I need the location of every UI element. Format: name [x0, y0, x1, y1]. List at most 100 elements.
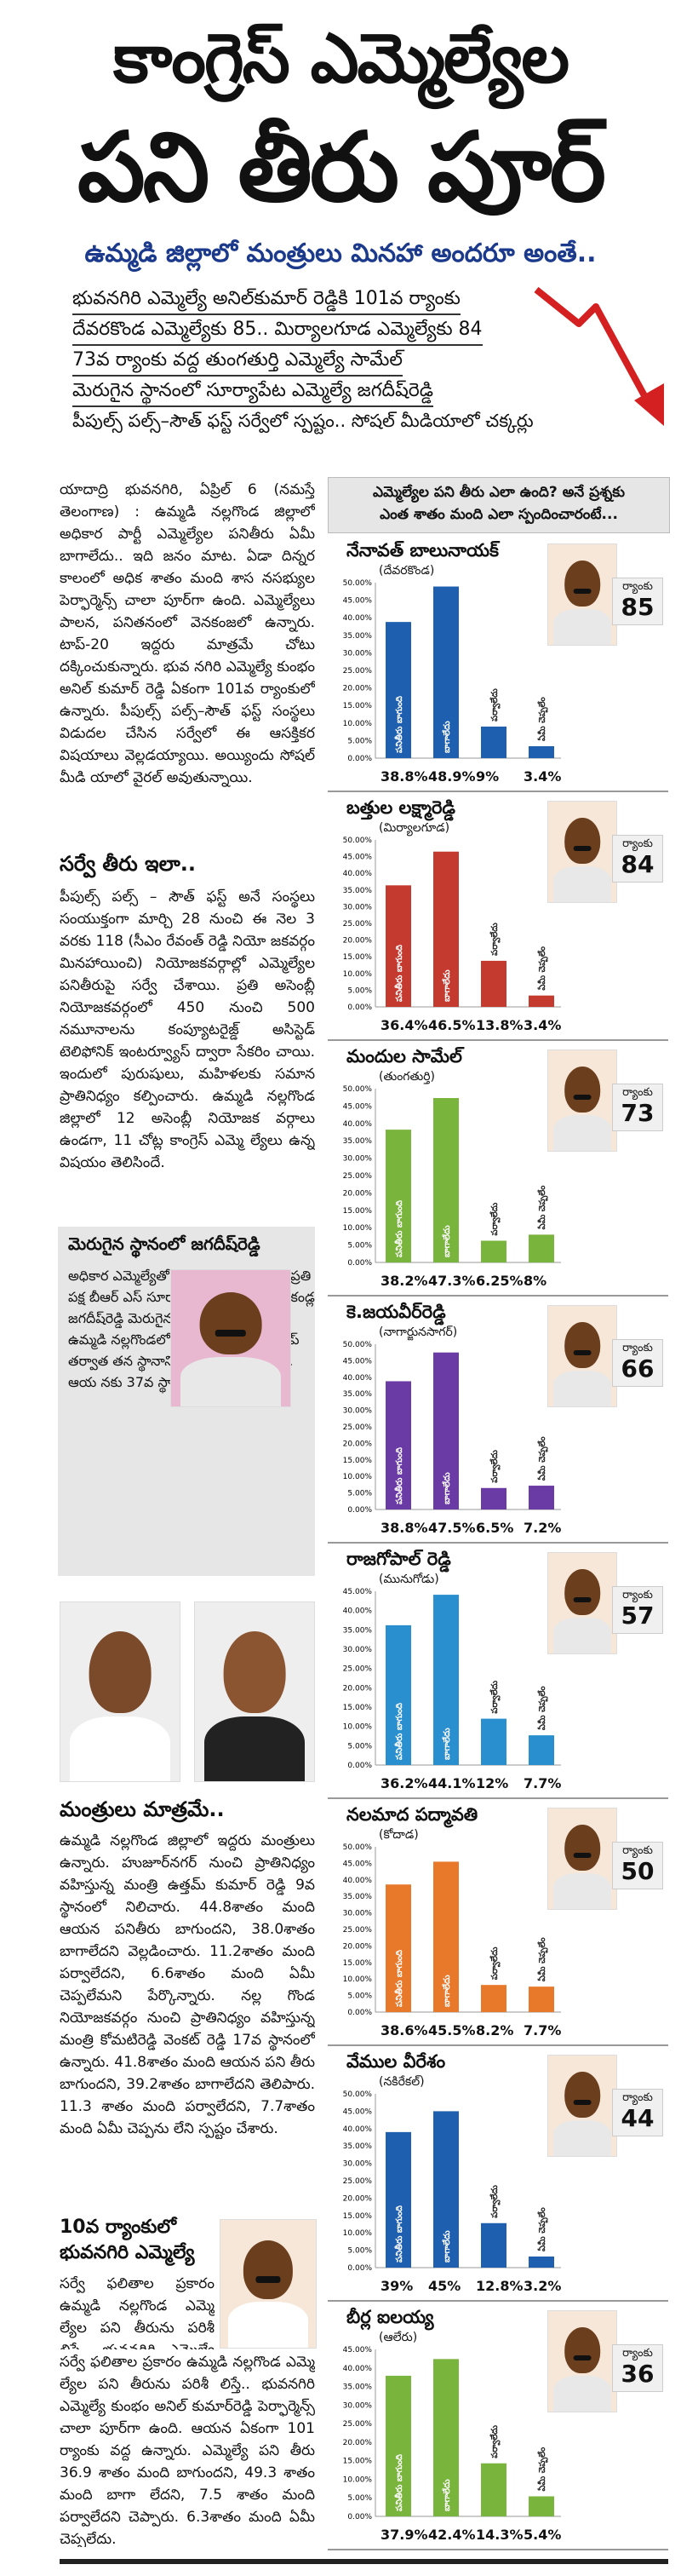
bar: [529, 1486, 554, 1509]
y-tick-label: 10.00%: [343, 1473, 373, 1481]
y-tick-label: 0.00%: [347, 2009, 372, 2017]
y-tick-label: 5.00%: [347, 1992, 372, 2001]
percentage-label: 38.2%: [381, 1273, 428, 1289]
key-point-1: భువనగిరి ఎమ్మెల్యే అనిల్‌కుమార్ రెడ్డికి…: [72, 288, 461, 315]
percentage-label: 6.5%: [476, 1520, 514, 1536]
rank-badge: ర్యాంకు 36: [612, 2344, 663, 2392]
percentage-label: 48.9%: [428, 768, 476, 785]
y-tick-label: 35.00%: [343, 632, 373, 641]
y-tick-label: 35.00%: [343, 2142, 373, 2151]
rank-badge: ర్యాంకు 57: [612, 1586, 663, 1634]
mla-chart-panel: బీర్ల ఐలయ్య (ఆలేరు) ర్యాంకు 36 0.00% 5.00% 10.…: [328, 2302, 668, 2550]
bar: [386, 1381, 411, 1509]
percentage-label: 7.7%: [524, 1775, 562, 1791]
percentage-label: 45%: [428, 2278, 461, 2294]
bar-category-label: ఏమీ చెప్పలేం: [536, 2447, 548, 2492]
y-tick-label: 30.00%: [343, 2160, 373, 2169]
bar: [386, 622, 411, 758]
y-tick-label: 50.00%: [343, 1843, 373, 1852]
percentage-label: 3.4%: [524, 768, 562, 785]
bar-category-label: పనితీరు బాగుంది: [393, 1447, 404, 1504]
article-paragraph-4a: సర్వే ఫలితాల ప్రకారం ఉమ్మడి నల్లగొండ ఎమ్…: [60, 2275, 215, 2349]
minister-komatireddy-photo: [194, 1601, 315, 1782]
bar: [481, 1718, 506, 1765]
article-paragraph-2: పీపుల్స్ పల్స్ – సౌత్ ఫస్ట్ అనే సంస్థలు …: [60, 888, 315, 1171]
bar-category-label: పనితీరు బాగుంది: [393, 1703, 404, 1760]
y-tick-label: 5.00%: [347, 1742, 372, 1751]
article-paragraph-3: ఉమ్మడి నల్లగొండ జిల్లాలో ఇద్దరు మంత్రులు…: [60, 1832, 315, 2137]
article-paragraph-1: యాదాద్రి భువనగిరి, ఏప్రిల్ 6 (నమస్తే తెల…: [60, 481, 315, 786]
percentage-label: 38.8%: [381, 1520, 428, 1536]
bar-category-label: పనితీరు బాగుంది: [393, 1950, 404, 2007]
bar: [433, 1098, 459, 1262]
y-tick-label: 30.00%: [343, 1910, 373, 1918]
y-tick-label: 45.00%: [343, 1860, 373, 1868]
rank-value: 44: [621, 2104, 655, 2132]
percentage-label: 3.4%: [524, 1017, 562, 1033]
bar-category-label: బాగాలేదు: [442, 1225, 452, 1257]
bar-chart: 0.00% 5.00% 10.00% 15.00% 20.00% 25.00% 30.00%…: [343, 579, 561, 763]
y-tick-label: 25.00%: [343, 1665, 373, 1674]
rank-label: ర్యాంకు: [622, 1342, 653, 1354]
percentage-label: 6.25%: [476, 1273, 524, 1289]
y-tick-label: 25.00%: [343, 1172, 373, 1181]
bar-category-label: పనితీరు బాగుంది: [393, 2454, 404, 2511]
y-tick-label: 10.00%: [343, 1723, 373, 1732]
constituency-name: (మునుగోడు): [379, 1573, 439, 1586]
percentage-label: 46.5%: [428, 1017, 476, 1033]
y-tick-label: 45.00%: [343, 1588, 373, 1596]
percentage-label: 42.4%: [428, 2527, 476, 2543]
bar-category-label: పర్వాలేదు: [489, 688, 501, 722]
key-point-3: 73వ ర్యాంకు వద్ద తుంగతుర్తి ఎమ్మెల్యే సా…: [72, 349, 403, 377]
rank-value: 84: [621, 850, 655, 878]
percentage-label: 38.6%: [381, 2022, 428, 2038]
y-tick-label: 10.00%: [343, 2475, 373, 2484]
y-tick-label: 50.00%: [343, 1341, 373, 1349]
bar-category-label: పర్వాలేదు: [489, 1680, 501, 1713]
charts-header-line2: ఎంత శాతం మంది ఎలా స్పందించారంటే...: [380, 506, 618, 523]
bar-category-label: పర్వాలేదు: [489, 923, 501, 956]
percentage-label: 7.2%: [524, 1520, 562, 1536]
mla-name: బీర్ల ఐలయ్య: [346, 2307, 434, 2327]
rank-label: ర్యాంకు: [622, 2347, 653, 2360]
headline-line2: పని తీరు పూర్: [77, 112, 606, 223]
mla-chart-panel: కె.జయవీర్‌రెడ్డి (నాగార్జునసాగర్) ర్యాంకు 6…: [328, 1297, 668, 1544]
y-tick-label: 35.00%: [343, 2383, 373, 2392]
y-tick-label: 20.00%: [343, 2194, 373, 2203]
bar-category-label: ఏమీ చెప్పలేం: [536, 946, 548, 991]
constituency-name: (తుంగతుర్తి): [379, 1070, 435, 1084]
y-tick-label: 20.00%: [343, 685, 373, 693]
mla-photo: [547, 1552, 617, 1654]
constituency-name: (మిర్యాలగూడ): [379, 821, 450, 835]
bar-category-label: ఏమీ చెప్పలేం: [536, 697, 548, 741]
bar-category-label: బాగాలేదు: [442, 2230, 452, 2263]
headline-subtitle: ఉమ్మడి జిల్లాలో మంత్రులు మినహా అందరూ అంత…: [84, 239, 597, 268]
footer-rule: [60, 2559, 668, 2564]
y-tick-label: 15.00%: [343, 2212, 373, 2221]
rank-badge: ర్యాంకు 44: [612, 2089, 663, 2136]
bar-category-label: పనితీరు బాగుంది: [393, 2205, 404, 2263]
mla-photo: [547, 1049, 617, 1152]
y-tick-label: 0.00%: [347, 1506, 372, 1515]
y-tick-label: 40.00%: [343, 870, 373, 878]
percentage-label: 8%: [524, 1273, 547, 1289]
percentage-label: 12.8%: [476, 2278, 524, 2294]
bar-category-label: పనితీరు బాగుంది: [393, 945, 404, 1002]
rank-value: 73: [621, 1099, 655, 1127]
bar-category-label: పర్వాలేదు: [489, 1946, 501, 1980]
mla-photo: [547, 2310, 617, 2412]
y-tick-label: 45.00%: [343, 597, 373, 606]
y-tick-label: 30.00%: [343, 1407, 373, 1416]
bar: [433, 851, 459, 1007]
y-tick-label: 50.00%: [343, 837, 373, 845]
bar: [433, 2359, 459, 2516]
bar-category-label: పర్వాలేదు: [489, 1202, 501, 1235]
y-tick-label: 25.00%: [343, 1423, 373, 1432]
bar: [529, 2256, 554, 2268]
bar-category-label: ఏమీ చెప్పలేం: [536, 2207, 548, 2251]
y-tick-label: 40.00%: [343, 1120, 373, 1129]
y-tick-label: 45.00%: [343, 2346, 373, 2355]
mla-photo: [547, 1808, 617, 1910]
y-tick-label: 50.00%: [343, 1085, 373, 1094]
bar: [433, 2111, 459, 2268]
